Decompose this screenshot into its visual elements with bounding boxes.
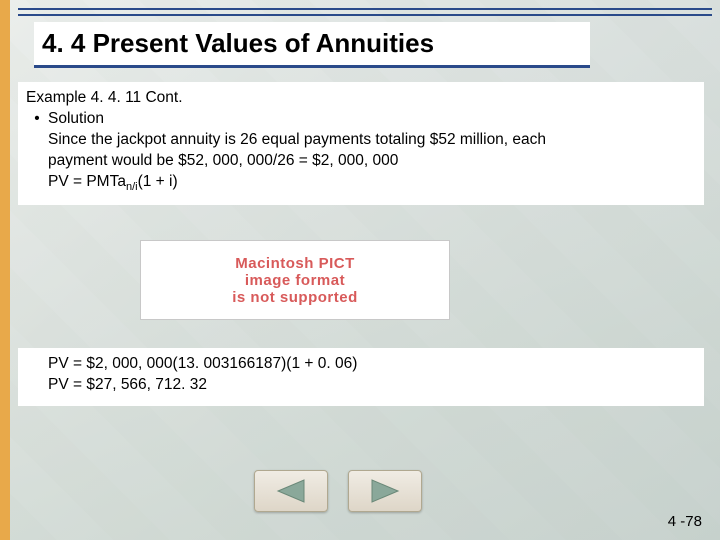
left-accent-stripe <box>0 0 10 540</box>
top-rule-2 <box>18 14 712 16</box>
solution-line-2: payment would be $52, 000, 000/26 = $2, … <box>26 151 696 172</box>
bullet-label: Solution <box>48 109 104 130</box>
next-button[interactable] <box>348 470 422 512</box>
arrow-left-icon <box>274 478 308 504</box>
content-box-lower: PV = $2, 000, 000(13. 003166187)(1 + 0. … <box>18 348 704 406</box>
pict-unsupported-box: Macintosh PICT image format is not suppo… <box>140 240 450 320</box>
top-rule-1 <box>18 8 712 10</box>
example-label: Example 4. 4. 11 Cont. <box>26 88 696 109</box>
formula-suffix: (1 + i) <box>138 173 178 190</box>
page-number: 4 -78 <box>668 513 702 530</box>
content-box-upper: Example 4. 4. 11 Cont. • Solution Since … <box>18 82 704 205</box>
pict-line-3: is not supported <box>232 289 358 306</box>
result-line-1: PV = $2, 000, 000(13. 003166187)(1 + 0. … <box>26 354 696 375</box>
slide-title: 4. 4 Present Values of Annuities <box>42 28 434 59</box>
formula-prefix: PV = PMTa <box>48 173 126 190</box>
result-line-2: PV = $27, 566, 712. 32 <box>26 375 696 396</box>
prev-button[interactable] <box>254 470 328 512</box>
title-box: 4. 4 Present Values of Annuities <box>34 22 590 68</box>
solution-line-3: PV = PMTan/i(1 + i) <box>26 172 696 195</box>
solution-line-1: Since the jackpot annuity is 26 equal pa… <box>26 130 696 151</box>
formula-subscript: n/i <box>126 181 138 193</box>
pict-line-1: Macintosh PICT <box>235 255 355 272</box>
arrow-right-icon <box>368 478 402 504</box>
nav-button-group <box>254 470 422 512</box>
pict-line-2: image format <box>245 272 345 289</box>
bullet-marker: • <box>26 109 48 130</box>
